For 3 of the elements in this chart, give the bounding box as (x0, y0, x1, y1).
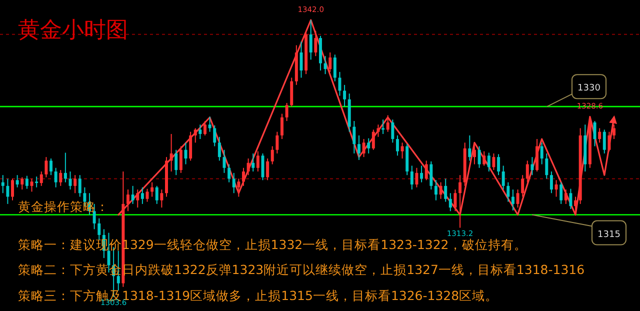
ref-line-label: 1330 (578, 84, 601, 94)
chart-title: 黄金小时图 (18, 18, 128, 43)
ref-line-label: 1315 (598, 230, 620, 240)
